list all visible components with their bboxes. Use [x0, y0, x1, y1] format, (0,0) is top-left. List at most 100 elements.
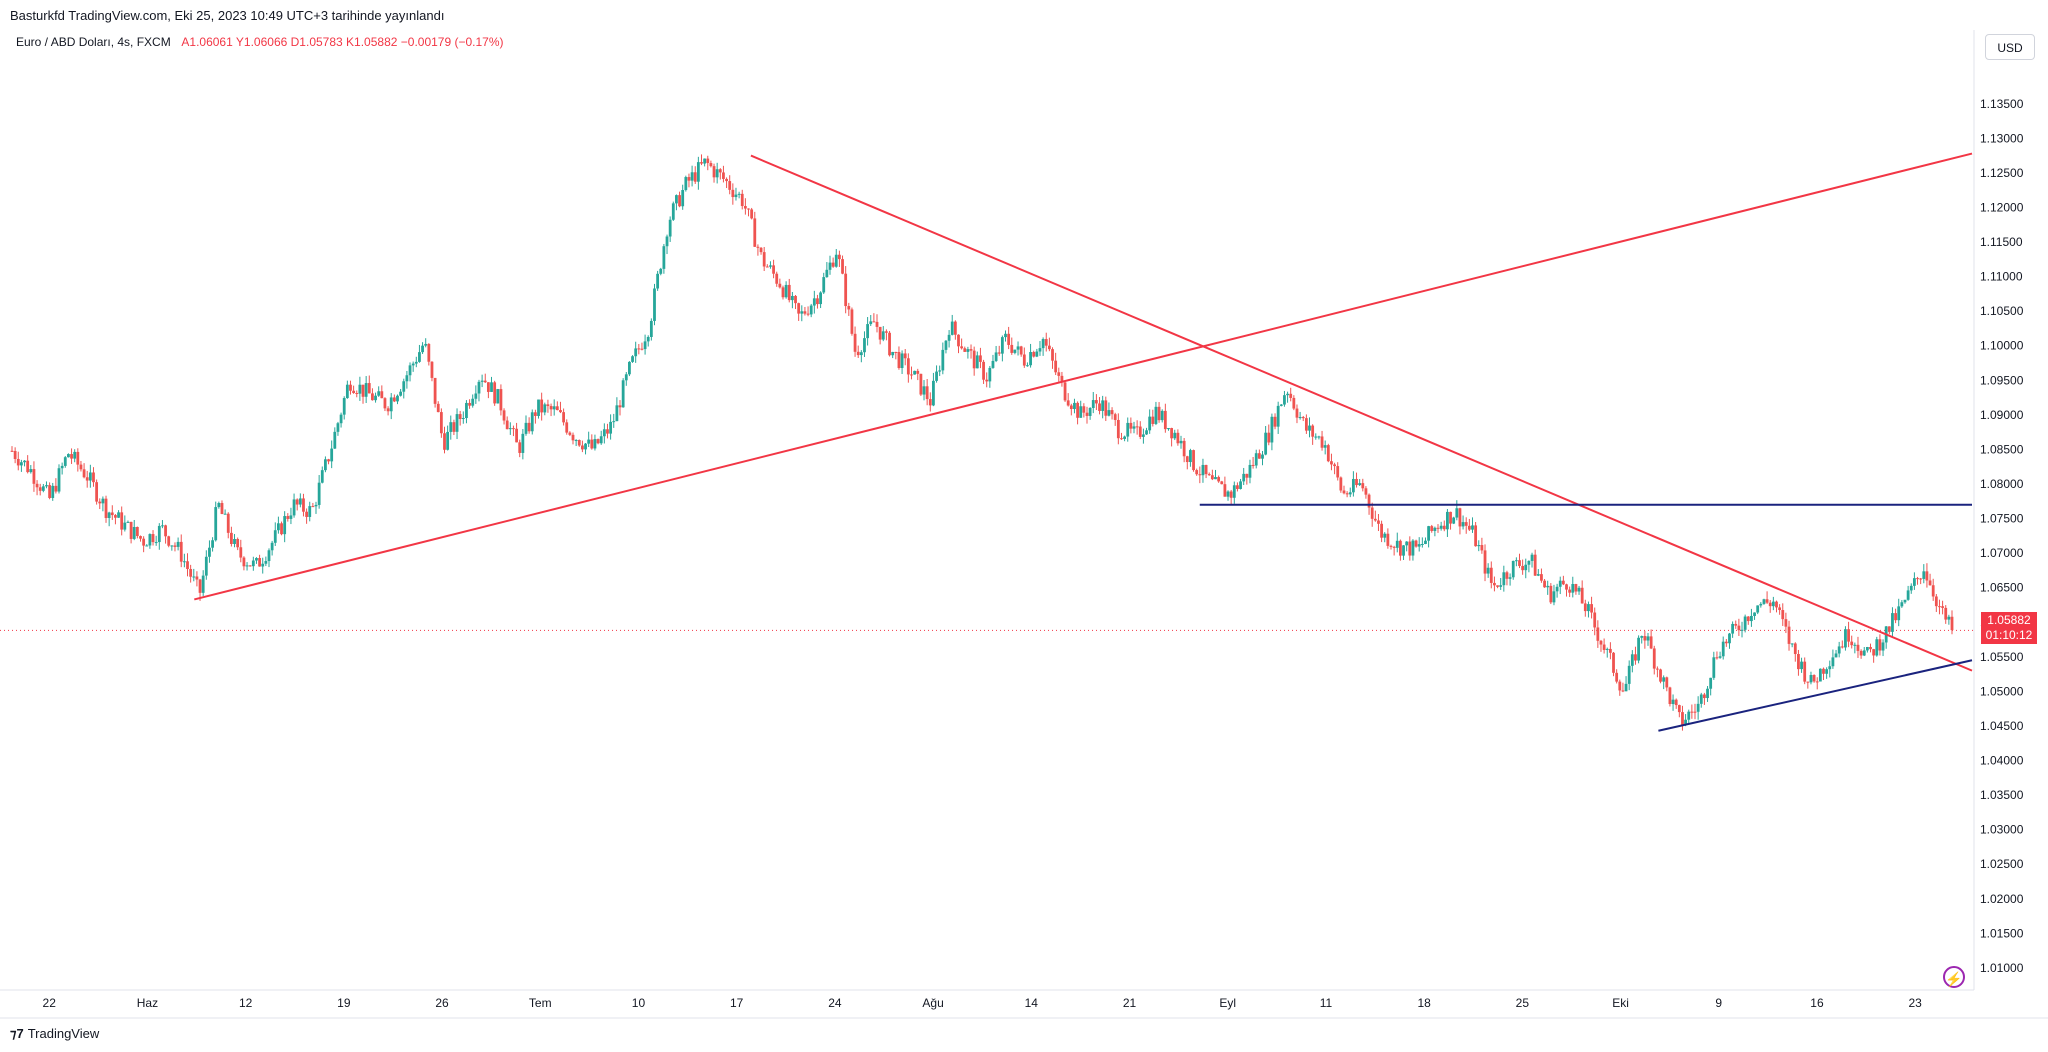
candle — [1142, 428, 1145, 444]
candle — [477, 379, 481, 402]
candle — [997, 345, 1001, 356]
candle — [1662, 675, 1666, 690]
candle — [1665, 676, 1669, 692]
candle — [220, 500, 224, 515]
candle — [900, 350, 904, 374]
candle — [20, 459, 23, 472]
candle — [740, 189, 744, 210]
candle — [524, 415, 528, 436]
candle — [1179, 435, 1183, 449]
candle — [1151, 409, 1155, 427]
candle — [32, 461, 36, 492]
candle — [913, 370, 917, 375]
y-tick-label: 1.13500 — [1980, 97, 2024, 111]
candle — [1941, 600, 1944, 615]
candle — [23, 460, 26, 467]
candle — [1085, 406, 1089, 424]
candle — [1944, 605, 1948, 624]
candle — [107, 511, 111, 527]
candle — [709, 160, 713, 168]
candle — [1163, 403, 1167, 433]
candle — [51, 482, 55, 501]
candle — [264, 556, 268, 567]
candle — [371, 388, 374, 401]
x-tick-label: 9 — [1715, 996, 1722, 1010]
candle — [286, 513, 290, 522]
symbol-legend[interactable]: Euro / ABD Doları, 4s, FXCM A1.06061 Y1.… — [16, 35, 504, 49]
candle — [490, 376, 493, 393]
candle — [1574, 583, 1578, 595]
candle — [1229, 489, 1233, 506]
candle — [568, 431, 572, 437]
footer-brand[interactable]: ⁊7 TradingView — [10, 1026, 99, 1042]
candle — [1076, 401, 1079, 425]
candle — [1408, 536, 1412, 561]
y-tick-label: 1.03500 — [1980, 788, 2024, 802]
candle — [361, 384, 365, 404]
candle — [1424, 537, 1427, 545]
candle — [1189, 448, 1192, 467]
candle — [502, 408, 506, 425]
candle — [1878, 634, 1882, 656]
candle — [919, 373, 923, 396]
candle — [1608, 642, 1612, 660]
candle — [424, 338, 428, 348]
candle — [1339, 476, 1343, 493]
candle — [756, 244, 760, 256]
candle — [1220, 480, 1224, 485]
x-tick-label: Tem — [529, 996, 552, 1010]
candle — [92, 467, 95, 487]
candle — [1803, 657, 1807, 685]
candle — [881, 326, 885, 342]
candle — [1355, 472, 1358, 488]
candle — [399, 388, 403, 397]
candle — [443, 426, 446, 454]
candle — [1330, 453, 1333, 471]
candle — [822, 272, 826, 295]
candle — [1612, 651, 1615, 677]
symbol-name[interactable]: Euro / ABD Doları, 4s, FXCM — [16, 35, 171, 49]
candle — [41, 484, 45, 493]
candle — [1822, 667, 1825, 681]
candle — [1599, 639, 1603, 652]
candle — [885, 329, 888, 341]
candle — [1022, 347, 1026, 368]
lightning-icon[interactable]: ⚡ — [1943, 966, 1965, 988]
candle — [555, 401, 559, 411]
trend-line[interactable] — [750, 154, 1973, 672]
y-tick-label: 1.02000 — [1980, 892, 2024, 906]
candle — [305, 508, 309, 524]
candle — [389, 393, 393, 420]
candle — [834, 249, 838, 268]
candle — [1552, 584, 1556, 606]
candle — [1173, 429, 1177, 441]
candle — [132, 519, 136, 541]
candle — [380, 385, 384, 399]
candle — [1264, 426, 1268, 456]
candle — [1677, 704, 1681, 718]
candle — [1721, 636, 1725, 660]
trend-line[interactable] — [194, 152, 1973, 601]
y-tick-label: 1.11000 — [1980, 270, 2023, 284]
candle — [1533, 549, 1537, 576]
candle — [831, 257, 835, 268]
trend-line[interactable] — [1658, 659, 1973, 732]
currency-selector[interactable]: USD — [1985, 34, 2035, 60]
candle — [1079, 400, 1083, 418]
candle — [1135, 420, 1139, 435]
candle — [1185, 455, 1189, 470]
candle — [358, 376, 362, 401]
candle — [1587, 601, 1590, 618]
candle — [1800, 657, 1803, 673]
candle — [101, 496, 105, 512]
candle — [684, 175, 688, 192]
candle — [308, 501, 312, 522]
candle — [1232, 481, 1236, 504]
candle — [135, 526, 139, 539]
candle — [418, 344, 421, 363]
candle — [298, 493, 302, 508]
candle — [1637, 635, 1640, 664]
candle — [1019, 345, 1023, 357]
candle — [245, 562, 249, 571]
